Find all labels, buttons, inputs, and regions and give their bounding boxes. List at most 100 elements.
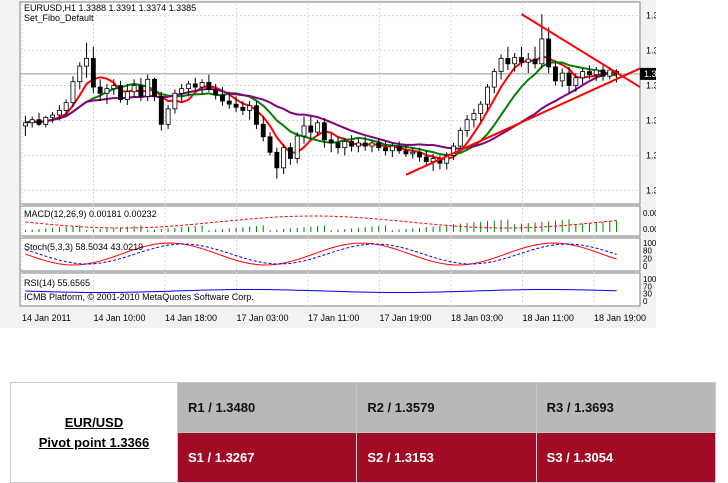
time-tick: 17 Jan 11:00 <box>308 313 359 323</box>
rsi-tick: 100 <box>643 275 656 284</box>
candle-body <box>349 141 355 147</box>
rsi-tick: 0 <box>643 297 648 306</box>
candle-body <box>586 71 592 76</box>
candle-body <box>36 119 42 125</box>
platform-watermark: ICMB Platform, © 2001-2010 MetaQuotes So… <box>24 292 254 302</box>
candle-body <box>423 156 429 163</box>
candle-body <box>172 92 178 110</box>
r1-cell: R1 / 1.3480 <box>176 382 358 433</box>
candle-body <box>546 38 552 68</box>
current-price-label: 1.3385 <box>644 69 656 79</box>
candle-body <box>104 88 110 94</box>
candle-body <box>369 142 375 147</box>
time-tick: 14 Jan 2011 <box>22 313 71 323</box>
candle-body <box>199 82 205 88</box>
rsi-tick: 70 <box>643 282 652 291</box>
candle-body <box>213 89 219 96</box>
candle-body <box>240 106 246 111</box>
candle-body <box>152 78 157 97</box>
macd-tick: 0.00769 <box>643 209 656 218</box>
main-pane <box>19 1 641 205</box>
stoch-tick: 0 <box>643 262 648 271</box>
candle-body <box>607 69 613 77</box>
s2-cell: S2 / 1.3153 <box>356 432 537 483</box>
candle-body <box>301 125 307 137</box>
chart-panes <box>19 1 641 307</box>
time-tick: 14 Jan 18:00 <box>165 313 217 323</box>
current-price-marker <box>640 67 656 80</box>
candle-body <box>90 57 96 88</box>
candle-body <box>335 142 341 149</box>
candle-body <box>138 85 144 97</box>
pivot-table: EUR/USD Pivot point 1.3366 R1 / 1.3480 R… <box>10 382 717 483</box>
indicator-name: Set_Fibo_Default <box>24 13 94 23</box>
rsi-tick: 30 <box>643 290 652 299</box>
rsi-label: RSI(14) 55.6565 <box>24 278 90 288</box>
candle-body <box>165 108 171 125</box>
time-tick: 18 Jan 11:00 <box>523 313 574 323</box>
candle-body <box>186 83 191 90</box>
candle-body <box>539 38 545 65</box>
macd-pane <box>19 205 641 237</box>
candle-body <box>56 109 62 116</box>
candle-body <box>294 135 300 159</box>
candle-body <box>308 125 314 133</box>
candle-body <box>226 100 232 105</box>
candle-body <box>247 105 253 111</box>
axis-labels: 1.3460 1.3415 1.3370 1.3325 1.3280 1.3235 14 J… <box>22 11 656 323</box>
time-tick: 17 Jan 03:00 <box>237 313 289 323</box>
price-tick: 1.3235 <box>646 185 656 195</box>
candle-body <box>254 105 259 125</box>
candle-body <box>410 151 416 155</box>
candle-body <box>43 116 49 125</box>
candle-body <box>192 83 198 88</box>
candle-body <box>29 119 35 124</box>
candle-body <box>457 130 463 147</box>
candle-body <box>158 96 164 125</box>
chart-title: EURUSD,H1 1.3388 1.3391 1.3374 1.3385 <box>24 3 196 13</box>
support-row: S1 / 1.3267 S2 / 1.3153 S3 / 1.3054 <box>11 432 717 483</box>
candle-body <box>498 57 504 72</box>
candle-body <box>260 123 266 138</box>
resistance-trendline <box>520 13 641 88</box>
candles <box>22 14 620 179</box>
candle-body <box>328 139 334 144</box>
chart-grid <box>20 4 640 306</box>
macd-tick: 0.00171 <box>643 225 656 234</box>
candle-body <box>451 145 456 156</box>
pivot-point: Pivot point 1.3366 <box>38 434 150 450</box>
stoch-tick: 80 <box>643 247 652 256</box>
pair-cell: EUR/USD Pivot point 1.3366 <box>10 382 178 483</box>
candle-body <box>396 145 402 152</box>
pair-name: EUR/USD <box>64 414 124 430</box>
stoch-pane <box>19 237 641 272</box>
candle-body <box>532 58 538 65</box>
price-tick: 1.3280 <box>646 150 656 160</box>
stoch-tick: 20 <box>643 254 652 263</box>
stoch-label: Stoch(5,3,3) 58.5034 43.0219 <box>24 242 143 252</box>
time-tick: 18 Jan 03:00 <box>451 313 503 323</box>
trendlines <box>405 13 641 176</box>
candle-body <box>376 142 382 149</box>
candle-body <box>77 65 83 83</box>
time-tick: 18 Jan 19:00 <box>594 313 646 323</box>
candle-body <box>485 86 490 105</box>
candle-body <box>478 103 484 114</box>
candle-body <box>145 78 151 97</box>
price-tick: 1.3325 <box>646 115 656 125</box>
candle-body <box>220 94 225 102</box>
candle-body <box>519 57 524 63</box>
candle-body <box>274 151 280 169</box>
candle-body <box>84 57 89 67</box>
macd-bars <box>24 215 618 232</box>
candle-body <box>580 71 586 79</box>
candle-body <box>566 72 572 86</box>
candle-body <box>315 122 321 133</box>
candle-body <box>593 69 599 76</box>
candle-body <box>525 58 531 63</box>
candle-body <box>355 142 361 147</box>
candle-body <box>342 141 348 149</box>
candle-body <box>233 103 239 108</box>
stoch-tick: 100 <box>643 239 656 248</box>
candle-body <box>111 85 117 90</box>
